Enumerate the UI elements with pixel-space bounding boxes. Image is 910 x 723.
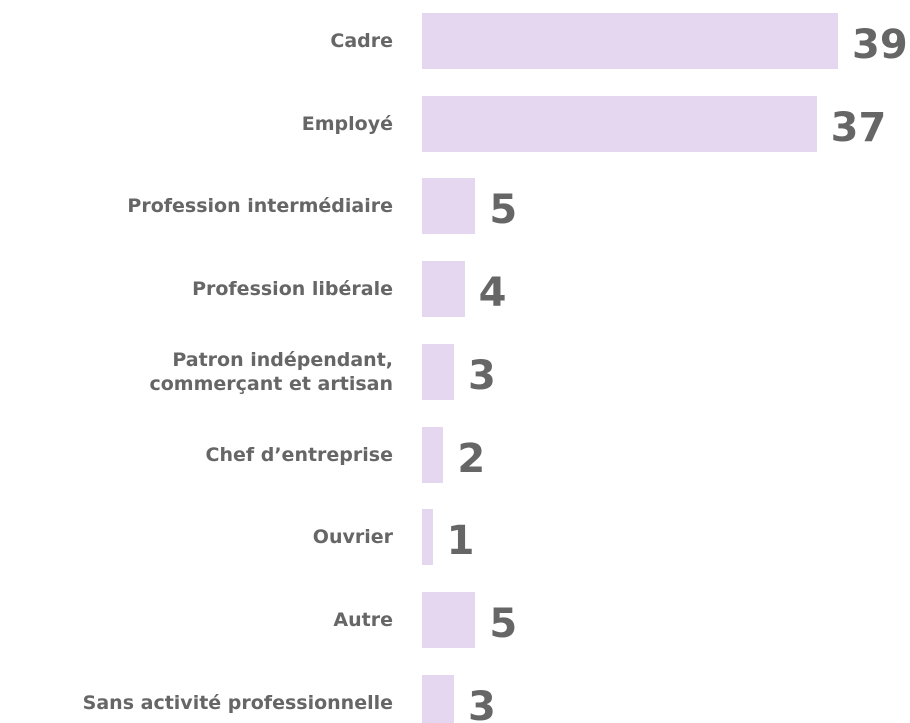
value-label: 2 [457,435,486,482]
bar [422,674,454,723]
bar [422,509,433,566]
bar [422,178,476,235]
value-label: 37 [830,104,887,151]
bar [422,343,454,400]
value-label: 4 [478,270,507,317]
value-label: 39 [852,22,908,68]
category-label: Chef d’entreprise [205,443,394,466]
value-label: 5 [489,600,518,647]
bar [422,13,838,69]
category-label: Patron indépendant, commerçant et artisa… [149,348,393,395]
category-label: Cadre [330,30,393,52]
bar [422,426,444,483]
bar [422,95,817,152]
category-label: Autre [333,608,393,631]
category-label: Employé [301,112,393,135]
value-label: 1 [446,518,475,565]
category-label: Profession intermédiaire [127,195,393,218]
bar [422,261,465,318]
value-label: 3 [468,352,496,399]
category-label: Ouvrier [312,526,393,549]
category-label: Sans activité professionnelle [82,691,393,714]
category-label: Profession libérale [192,278,393,301]
bar [422,591,476,648]
value-label: 3 [468,683,496,723]
value-label: 5 [489,187,518,234]
